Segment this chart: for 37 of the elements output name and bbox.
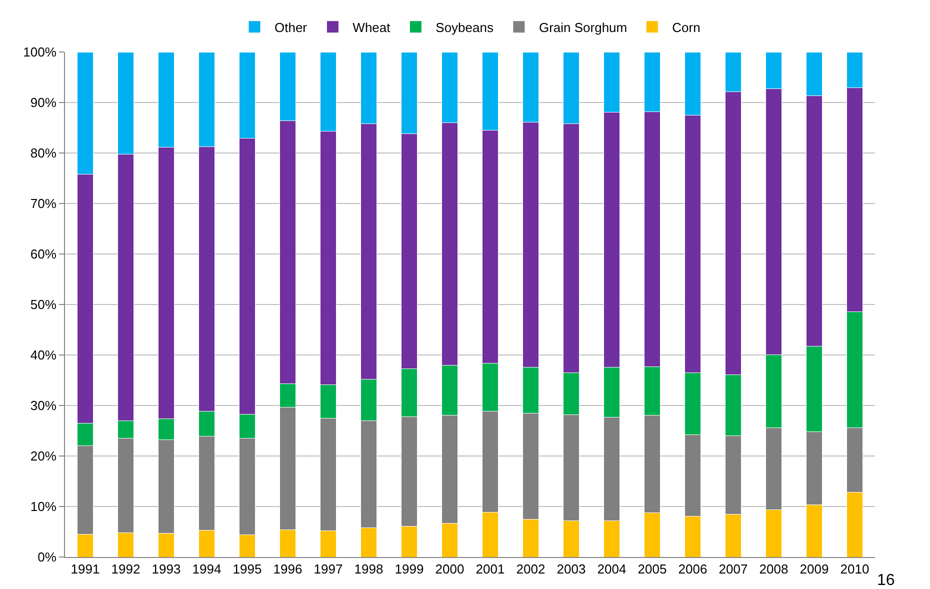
y-tick-label: 10% <box>30 499 57 514</box>
x-tick-label: 2009 <box>800 562 829 577</box>
y-tick-label: 50% <box>30 297 57 312</box>
y-tick-label: 60% <box>30 246 57 262</box>
y-tick-label: 80% <box>30 146 57 161</box>
legend-label: Soybeans <box>436 20 494 35</box>
y-tick-label: 40% <box>30 348 57 363</box>
x-tick-label: 2005 <box>638 562 667 577</box>
y-tick-label: 30% <box>30 398 57 414</box>
y-tick-label: 70% <box>30 196 57 212</box>
x-tick-label: 2001 <box>476 562 505 577</box>
y-tick-label: 0% <box>38 550 57 565</box>
x-tick-label: 1999 <box>394 562 424 577</box>
x-tick-label: 2000 <box>435 562 464 577</box>
legend-label: Other <box>274 20 308 35</box>
x-tick-label: 2003 <box>556 562 586 577</box>
x-tick-label: 2002 <box>516 562 546 577</box>
x-tick-label: 1995 <box>232 562 262 577</box>
x-tick-label: 2008 <box>759 562 788 577</box>
y-tick-label: 20% <box>30 448 57 464</box>
y-tick-label: 100% <box>23 44 57 60</box>
x-tick-label: 1997 <box>314 562 343 577</box>
text: 16 <box>877 572 895 589</box>
x-tick-label: 1993 <box>152 562 181 577</box>
x-tick-label: 1994 <box>192 562 222 577</box>
x-tick-label: 1996 <box>273 562 302 577</box>
y-tick-label: 90% <box>30 95 57 110</box>
x-tick-label: 1992 <box>111 562 140 577</box>
x-tick-label: 2007 <box>718 562 748 577</box>
x-tick-label: 2010 <box>840 562 870 577</box>
x-tick-label: 2006 <box>678 562 708 577</box>
legend-label: Grain Sorghum <box>538 20 628 35</box>
x-tick-label: 1998 <box>354 562 384 577</box>
legend-label: Wheat <box>352 20 391 35</box>
x-tick-label: 1991 <box>70 562 100 577</box>
x-tick-label: 2004 <box>597 562 626 577</box>
legend-label: Corn <box>672 20 700 35</box>
